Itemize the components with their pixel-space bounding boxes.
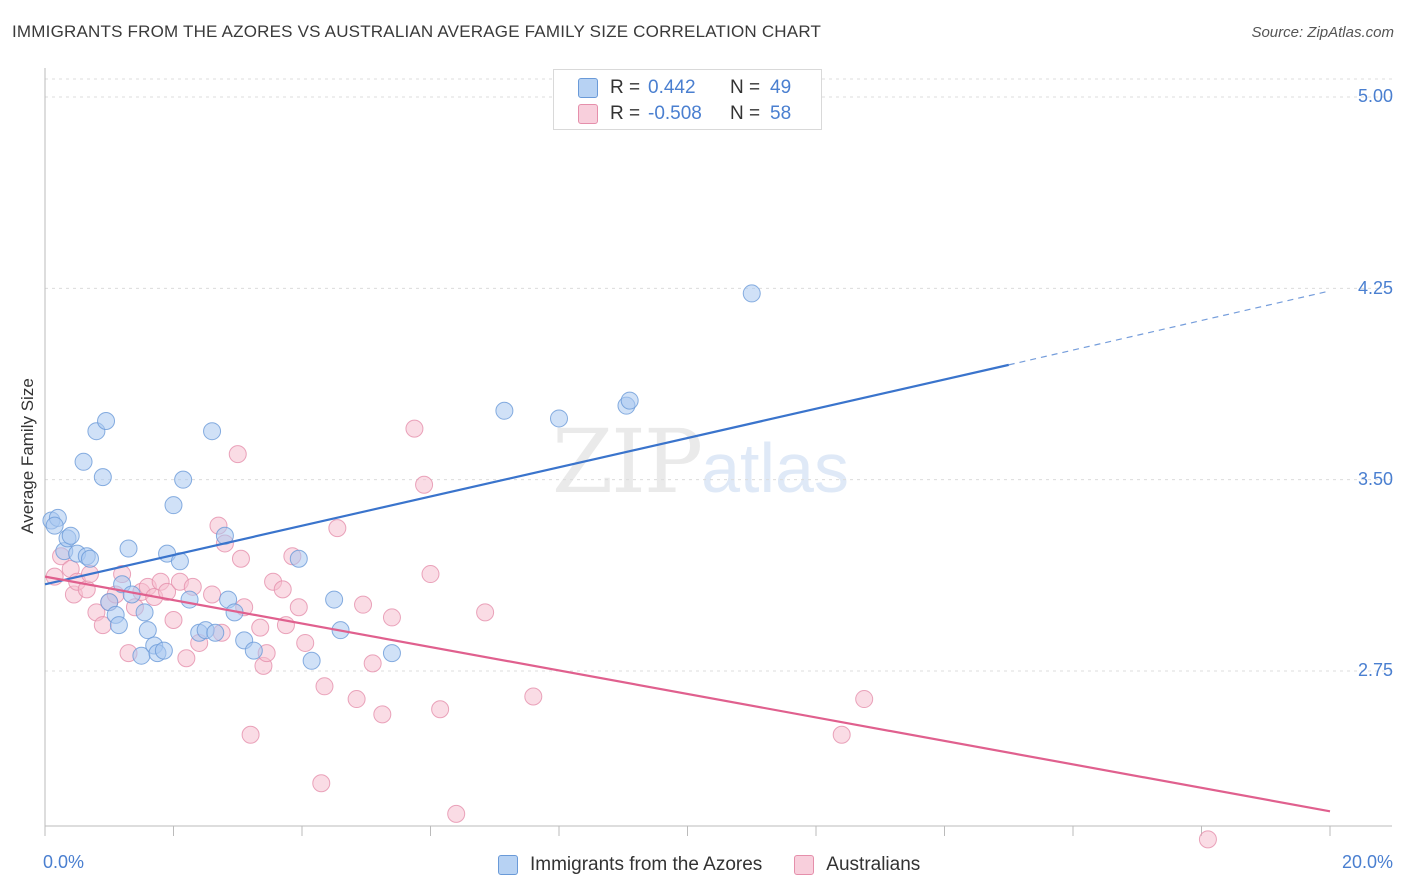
data-point-australians (363, 654, 382, 673)
correlation-legend: R = 0.442 N = 49 R = -0.508 N = 58 (553, 69, 822, 130)
data-point-australians (431, 700, 450, 719)
trend-line-azores (44, 363, 1009, 586)
data-point-australians (228, 445, 247, 464)
r-label: R = (610, 77, 641, 98)
source-label[interactable]: Source: ZipAtlas.com (1251, 24, 1394, 41)
data-point-australians (855, 690, 874, 709)
data-point-azores (206, 623, 225, 642)
data-point-australians (289, 598, 308, 617)
data-point-azores (289, 549, 308, 568)
data-point-australians (832, 725, 851, 744)
data-point-azores (119, 539, 138, 558)
n-value: 58 (770, 103, 792, 124)
data-point-australians (405, 419, 424, 438)
data-point-azores (74, 452, 93, 471)
data-point-australians (328, 519, 347, 538)
legend-item-azores[interactable]: Immigrants from the Azores (498, 854, 762, 876)
data-point-australians (447, 804, 466, 823)
data-point-australians (203, 585, 222, 604)
data-point-australians (421, 565, 440, 584)
data-point-australians (1198, 830, 1217, 849)
y-axis-label: Average Family Size (18, 378, 37, 534)
series-legend: Immigrants from the Azores Australians (498, 852, 952, 878)
y-tick-label: 4.25 (1357, 278, 1393, 298)
data-point-australians (524, 687, 543, 706)
data-point-azores (109, 616, 128, 635)
data-point-azores (620, 391, 639, 410)
legend-row-azores: R = 0.442 N = 49 (578, 75, 791, 101)
r-label: R = (610, 103, 641, 124)
data-point-azores (154, 641, 173, 660)
y-tick-label: 3.50 (1357, 469, 1393, 489)
pink-swatch-icon (578, 104, 598, 124)
data-point-australians (415, 475, 434, 494)
data-point-australians (476, 603, 495, 622)
data-point-azores (45, 516, 64, 535)
n-label: N = (730, 77, 761, 98)
data-point-azores (135, 603, 154, 622)
data-point-azores (97, 411, 116, 430)
data-point-australians (382, 608, 401, 627)
data-point-australians (231, 549, 250, 568)
data-point-australians (347, 690, 366, 709)
y-tick-label: 2.75 (1357, 660, 1393, 680)
blue-swatch-icon (498, 855, 518, 875)
data-point-azores (80, 549, 99, 568)
data-point-australians (177, 649, 196, 668)
data-point-azores (93, 468, 112, 487)
legend-row-australians: R = -0.508 N = 58 (578, 101, 791, 127)
legend-item-australians[interactable]: Australians (794, 854, 920, 876)
data-point-australians (373, 705, 392, 724)
data-point-azores (244, 641, 263, 660)
blue-swatch-icon (578, 78, 598, 98)
data-point-australians (158, 582, 177, 601)
data-point-azores (382, 644, 401, 663)
chart-title: IMMIGRANTS FROM THE AZORES VS AUSTRALIAN… (12, 22, 822, 41)
r-value: 0.442 (648, 77, 696, 98)
data-point-australians (251, 618, 270, 637)
x-tick-label-max: 20.0% (1341, 852, 1393, 872)
data-point-australians (312, 774, 331, 793)
trend-line-azores-extension (1008, 290, 1331, 366)
data-point-azores (138, 621, 157, 640)
data-point-australians (354, 595, 373, 614)
watermark: ZIPatlas (552, 410, 849, 513)
data-point-australians (315, 677, 334, 696)
data-point-australians (273, 580, 292, 599)
legend-label: Australians (826, 854, 921, 875)
data-point-azores (742, 284, 761, 303)
data-point-australians (164, 610, 183, 629)
pink-swatch-icon (794, 855, 815, 875)
legend-label: Immigrants from the Azores (530, 854, 763, 875)
data-point-azores (325, 590, 344, 609)
data-point-azores (302, 651, 321, 670)
x-tick-label-min: 0.0% (43, 852, 85, 872)
data-point-azores (495, 401, 514, 420)
r-value: -0.508 (648, 103, 702, 124)
n-value: 49 (770, 77, 792, 98)
data-point-azores (550, 409, 568, 428)
data-point-azores (203, 422, 222, 441)
y-tick-label: 5.00 (1357, 86, 1393, 106)
trend-line-australians (44, 575, 1331, 813)
n-label: N = (730, 103, 761, 124)
data-point-azores (61, 526, 80, 545)
data-point-azores (180, 590, 199, 609)
data-point-australians (241, 725, 260, 744)
data-point-azores (174, 470, 193, 489)
data-point-azores (164, 496, 183, 515)
data-point-australians (296, 633, 315, 652)
